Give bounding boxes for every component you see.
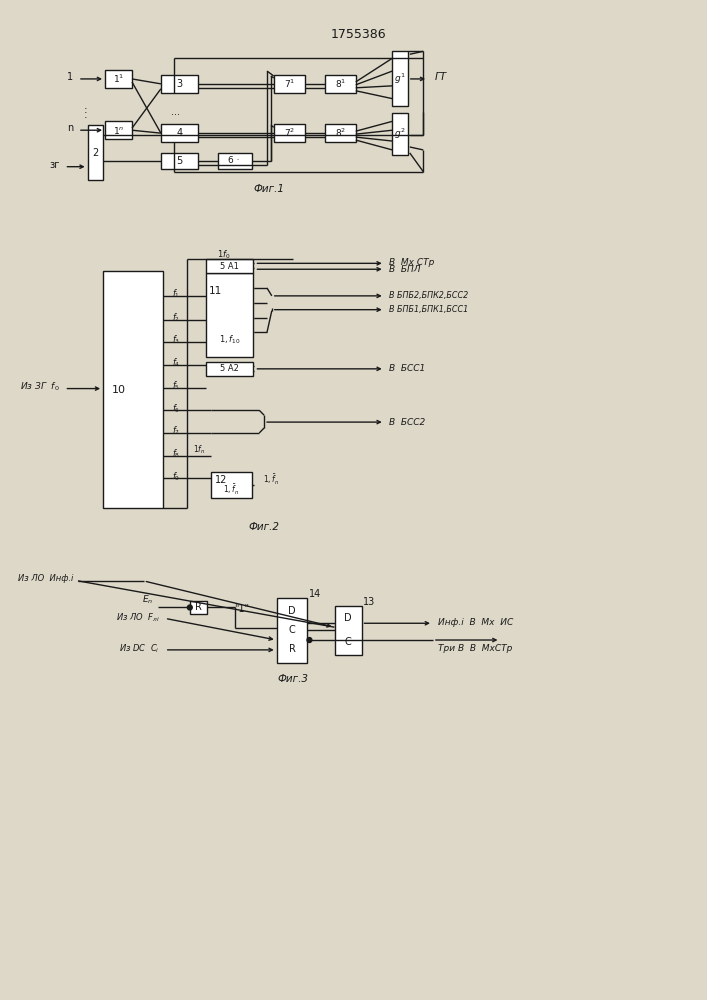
- Bar: [103, 271, 163, 508]
- Bar: [334, 606, 361, 655]
- Text: зг: зг: [49, 160, 59, 170]
- Text: .: .: [84, 110, 88, 120]
- Text: $f_4$: $f_4$: [172, 357, 180, 369]
- Text: C: C: [288, 625, 296, 635]
- Text: $1^1$: $1^1$: [113, 73, 124, 85]
- Text: $f_9$: $f_9$: [172, 470, 180, 483]
- Text: "1": "1": [234, 604, 250, 614]
- Text: Из DC  $C_i$: Из DC $C_i$: [119, 643, 160, 655]
- Text: 13: 13: [363, 597, 375, 607]
- Circle shape: [307, 638, 312, 642]
- Text: $8^2$: $8^2$: [334, 127, 346, 139]
- Text: Три В  В  МхСТр: Три В В МхСТр: [438, 644, 512, 653]
- Text: R: R: [288, 644, 296, 654]
- Text: 14: 14: [308, 589, 321, 599]
- Text: В БПБ2,БПК2,БСС2: В БПБ2,БПК2,БСС2: [390, 291, 469, 300]
- Text: n: n: [67, 123, 73, 133]
- Text: D: D: [344, 613, 352, 623]
- Text: .: .: [84, 101, 88, 111]
- Text: 2: 2: [92, 148, 98, 158]
- Text: Инф.i  В  Мх  ИС: Инф.i В Мх ИС: [438, 618, 513, 627]
- Text: Фиг.1: Фиг.1: [253, 184, 284, 194]
- Text: $1,f_{10}$: $1,f_{10}$: [218, 333, 240, 346]
- Bar: [325, 75, 356, 93]
- Bar: [189, 601, 207, 614]
- Bar: [274, 75, 305, 93]
- Text: D: D: [288, 606, 296, 616]
- Text: .: .: [84, 105, 88, 115]
- Bar: [161, 153, 197, 169]
- Bar: [274, 124, 305, 142]
- Circle shape: [187, 605, 192, 610]
- Text: $g^1$: $g^1$: [395, 72, 406, 86]
- Bar: [392, 51, 408, 106]
- Text: $1,\bar{f}_n$: $1,\bar{f}_n$: [223, 483, 240, 497]
- Bar: [161, 75, 197, 93]
- Text: Фиг.2: Фиг.2: [249, 522, 279, 532]
- Bar: [325, 124, 356, 142]
- Bar: [211, 472, 252, 498]
- Text: Фиг.3: Фиг.3: [278, 674, 308, 684]
- Text: $1,\bar{f}_n$: $1,\bar{f}_n$: [262, 473, 279, 487]
- Text: C: C: [344, 637, 351, 647]
- Text: $1f_0$: $1f_0$: [217, 248, 230, 261]
- Text: 11: 11: [209, 286, 223, 296]
- Text: 5 A1: 5 A1: [220, 262, 239, 271]
- Text: R: R: [195, 602, 202, 612]
- Text: ГТ: ГТ: [435, 72, 447, 82]
- Text: 12: 12: [214, 475, 227, 485]
- Text: Из ЛО  Инф.i: Из ЛО Инф.i: [18, 574, 73, 583]
- Text: $8^1$: $8^1$: [334, 78, 346, 90]
- Text: 3: 3: [176, 79, 182, 89]
- Text: 5: 5: [176, 156, 182, 166]
- Text: 4: 4: [176, 128, 182, 138]
- Text: $f_3$: $f_3$: [172, 334, 180, 347]
- Text: $1f_n$: $1f_n$: [193, 443, 206, 456]
- Text: В  БСС2: В БСС2: [390, 418, 426, 427]
- Text: ...: ...: [171, 107, 180, 117]
- Bar: [206, 259, 252, 273]
- Bar: [218, 153, 252, 169]
- Text: $f_2$: $f_2$: [172, 311, 180, 324]
- Bar: [206, 273, 252, 357]
- Text: $g^2$: $g^2$: [395, 127, 406, 141]
- Text: $1^n$: $1^n$: [112, 125, 124, 136]
- Text: 6 ·: 6 ·: [228, 156, 240, 165]
- Text: 5 A2: 5 A2: [220, 364, 239, 373]
- Bar: [105, 121, 132, 139]
- Text: $f_6$: $f_6$: [172, 402, 180, 415]
- Text: $f_8$: $f_8$: [172, 447, 180, 460]
- Text: $E_n$: $E_n$: [142, 593, 153, 606]
- Text: В  БПЛ: В БПЛ: [390, 265, 421, 274]
- Bar: [206, 362, 252, 376]
- Text: Из ЛО  $F_{лi}$: Из ЛО $F_{лi}$: [116, 611, 160, 624]
- Text: $f_7$: $f_7$: [172, 425, 180, 437]
- Text: Из ЗГ  $f_0$: Из ЗГ $f_0$: [20, 380, 59, 393]
- Text: В БПБ1,БПК1,БСС1: В БПБ1,БПК1,БСС1: [390, 305, 469, 314]
- Bar: [161, 124, 197, 142]
- Bar: [105, 70, 132, 88]
- Text: В  Мх СТр: В Мх СТр: [390, 258, 435, 267]
- Text: 1: 1: [67, 72, 73, 82]
- Bar: [88, 125, 103, 180]
- Text: $7^2$: $7^2$: [284, 127, 295, 139]
- Text: В  БСС1: В БСС1: [390, 364, 426, 373]
- Text: $7^1$: $7^1$: [284, 78, 295, 90]
- Text: 10: 10: [112, 385, 125, 395]
- Text: 1755386: 1755386: [331, 28, 387, 41]
- Text: $f_1$: $f_1$: [172, 288, 180, 300]
- Bar: [276, 598, 308, 663]
- Text: $f_5$: $f_5$: [172, 379, 180, 392]
- Bar: [392, 113, 408, 155]
